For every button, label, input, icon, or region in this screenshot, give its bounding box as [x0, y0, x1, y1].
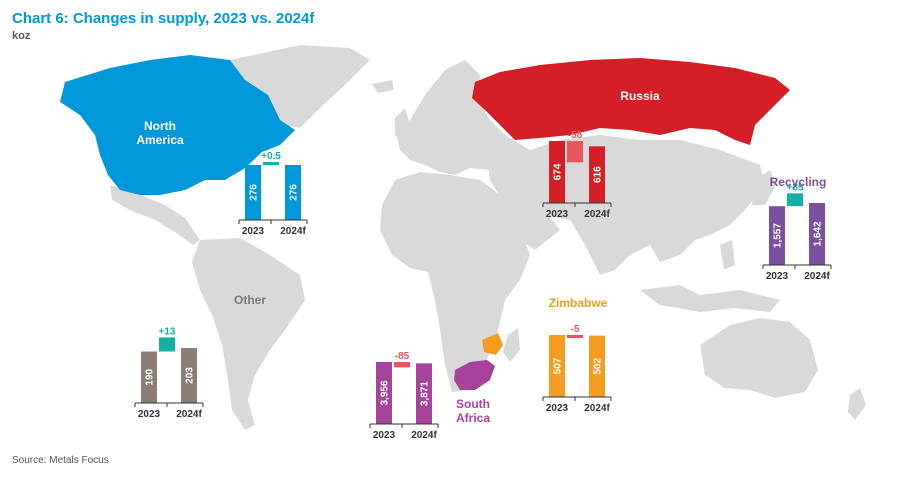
australia-shape	[700, 318, 818, 398]
tick-label: 2024f	[584, 403, 610, 414]
bar-2023	[769, 206, 785, 265]
central-america-shape	[110, 185, 200, 245]
value-label-2024f: 203	[185, 367, 196, 384]
value-label-2024f: 3,871	[420, 381, 431, 406]
bar-2024f	[181, 348, 197, 403]
bar-change	[263, 162, 279, 165]
bar-2024f	[416, 363, 432, 424]
value-label-2023: 190	[145, 368, 156, 385]
region-label: Russia	[620, 89, 660, 103]
value-label-2023: 674	[553, 163, 564, 180]
bar-2023	[141, 351, 157, 403]
russia-shape	[472, 58, 790, 145]
unit-label: koz	[12, 30, 31, 42]
region-label: Zimbabwe	[549, 296, 608, 310]
region-label: Other	[234, 293, 266, 307]
tick-label: 2024f	[804, 271, 830, 282]
europe-shape	[395, 60, 520, 175]
bar-2024f	[285, 165, 301, 220]
panel-russia: -58 2023 2024f 674 616 Russia	[542, 89, 660, 220]
world-map	[60, 45, 866, 430]
change-label: +85	[787, 182, 804, 193]
uk-shape	[395, 108, 410, 138]
value-label-2024f: 616	[593, 166, 604, 183]
bar-change	[567, 141, 583, 163]
region-label: Africa	[456, 411, 490, 425]
value-label-2023: 3,956	[380, 380, 391, 405]
change-label: +0.5	[261, 151, 281, 162]
greenland-shape	[230, 45, 370, 128]
panel-recycling: +85 2023 2024f 1,557 1,642 Recycling	[762, 175, 832, 282]
north-america-shape	[60, 55, 295, 195]
panel-other: +13 2023 2024f 190 203 Other	[134, 293, 266, 420]
south-america-shape	[192, 238, 305, 430]
bar-change	[394, 362, 410, 368]
tick-label: 2023	[546, 209, 569, 220]
region-label: Recycling	[770, 175, 827, 189]
bar-2023	[549, 141, 565, 203]
value-label-2024f: 276	[289, 184, 300, 201]
region-label: North	[144, 119, 176, 133]
bar-2023	[376, 362, 392, 424]
region-label: America	[136, 133, 184, 147]
bar-change	[787, 193, 803, 207]
arabia-shape	[500, 200, 560, 250]
value-label-2023: 507	[553, 357, 564, 374]
japan-shape	[752, 170, 776, 205]
bar-2023	[549, 335, 565, 397]
tick-label: 2023	[242, 226, 265, 237]
south-africa-shape	[454, 360, 495, 390]
value-label-2023: 276	[249, 184, 260, 201]
chart-title: Chart 6: Changes in supply, 2023 vs. 202…	[12, 10, 315, 27]
tick-label: 2023	[546, 403, 569, 414]
change-label: -5	[571, 324, 580, 335]
indonesia-shape	[640, 285, 780, 312]
tick-label: 2024f	[176, 409, 202, 420]
change-label: +13	[159, 326, 176, 337]
philippines-shape	[720, 240, 735, 270]
panel-zimbabwe: -5 2023 2024f 507 502 Zimbabwe	[542, 296, 612, 414]
source-note: Source: Metals Focus	[12, 455, 109, 466]
new-zealand-shape	[848, 388, 866, 420]
region-label: South	[456, 397, 490, 411]
tick-label: 2024f	[584, 209, 610, 220]
bar-change	[159, 337, 175, 352]
value-label-2024f: 502	[593, 358, 604, 375]
zimbabwe-shape	[482, 333, 503, 355]
change-label: -85	[395, 351, 410, 362]
tick-label: 2023	[766, 271, 789, 282]
bar-2024f	[589, 146, 605, 203]
bar-2023	[245, 165, 261, 220]
iceland-shape	[372, 80, 394, 93]
bar-2024f	[589, 335, 605, 397]
bar-2024f	[809, 203, 825, 265]
tick-label: 2023	[373, 430, 396, 441]
tick-label: 2023	[138, 409, 161, 420]
madagascar-shape	[503, 328, 520, 362]
change-label: -58	[568, 130, 583, 141]
tick-label: 2024f	[280, 226, 306, 237]
value-label-2024f: 1,642	[813, 221, 824, 246]
bar-change	[567, 335, 583, 338]
value-label-2023: 1,557	[773, 223, 784, 248]
tick-label: 2024f	[411, 430, 437, 441]
